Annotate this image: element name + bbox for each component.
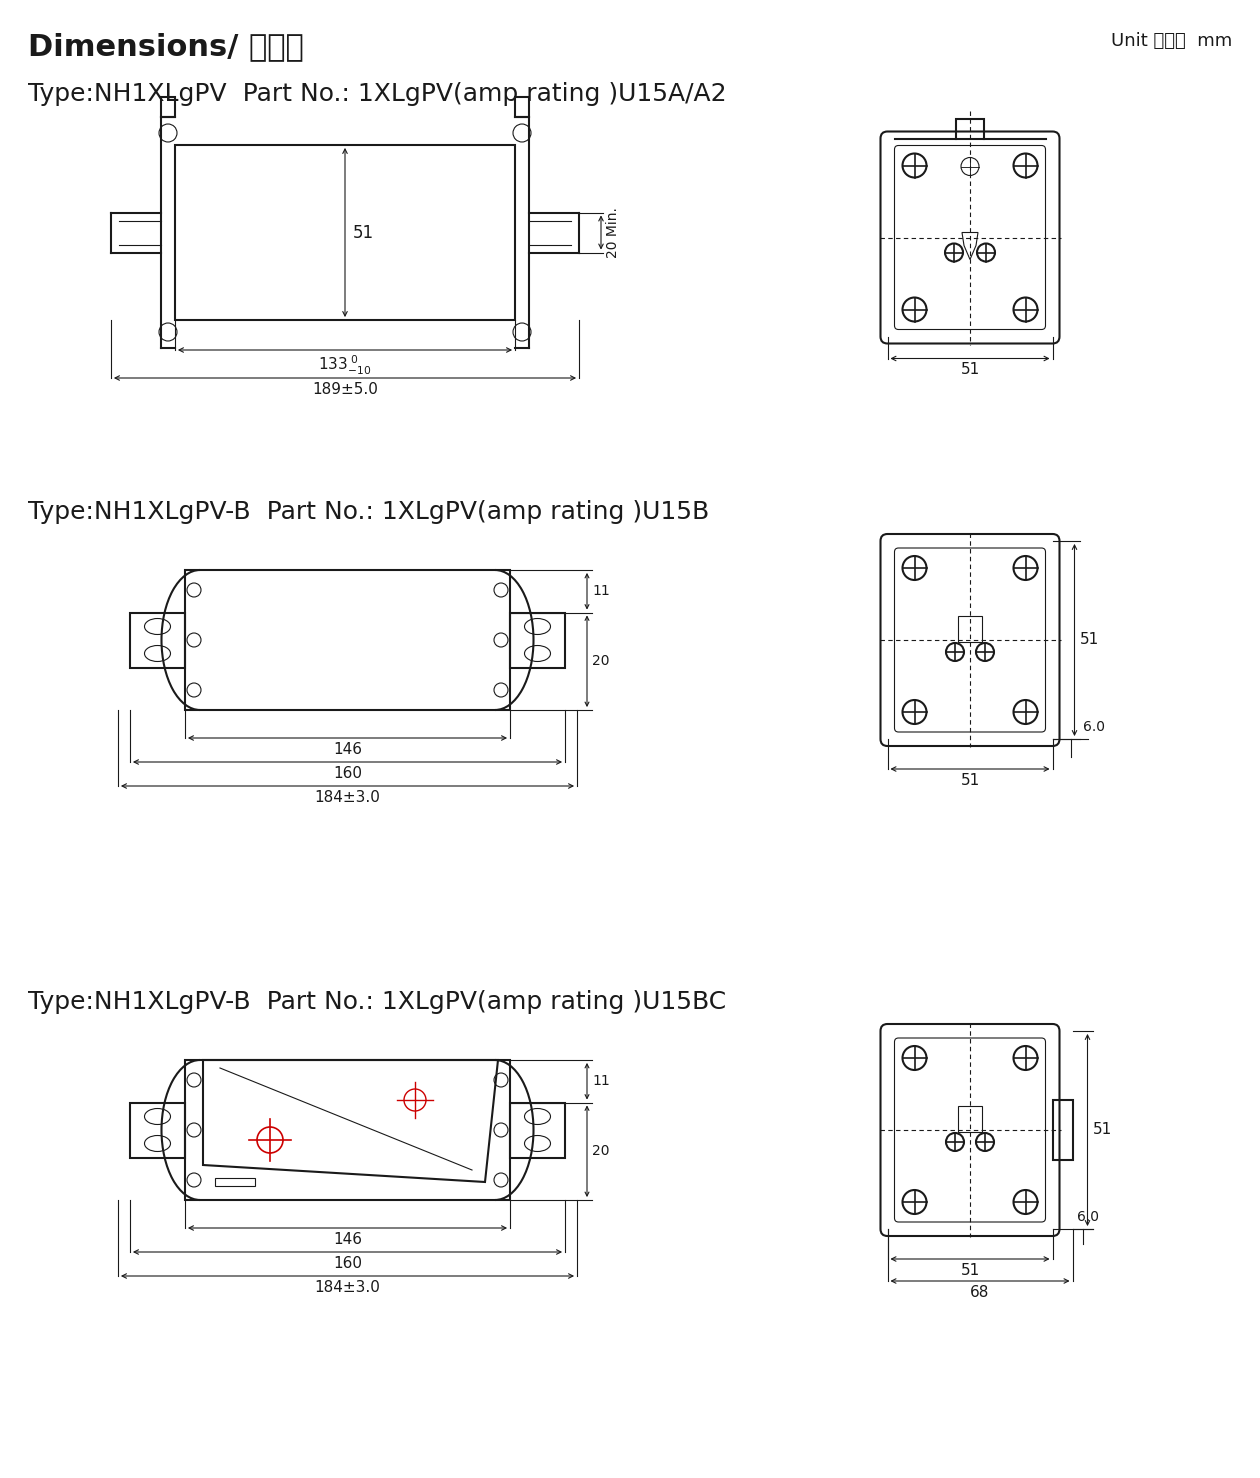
Text: 51: 51 bbox=[960, 362, 979, 377]
Text: Type:NH1XLgPV-B  Part No.: 1XLgPV(amp rating )U15BC: Type:NH1XLgPV-B Part No.: 1XLgPV(amp rat… bbox=[28, 990, 726, 1014]
Text: 68: 68 bbox=[970, 1284, 989, 1301]
Text: Type:NH1XLgPV-B  Part No.: 1XLgPV(amp rating )U15B: Type:NH1XLgPV-B Part No.: 1XLgPV(amp rat… bbox=[28, 500, 709, 525]
Bar bbox=[1052, 1100, 1072, 1160]
Bar bbox=[161, 98, 175, 117]
Bar bbox=[185, 1060, 510, 1200]
Bar bbox=[510, 1103, 564, 1157]
Text: 133$^{\ 0}_{-10}$: 133$^{\ 0}_{-10}$ bbox=[319, 355, 372, 377]
Text: 51: 51 bbox=[353, 223, 374, 241]
Bar bbox=[130, 1103, 185, 1157]
Text: 20 Min.: 20 Min. bbox=[606, 207, 620, 259]
Text: 51: 51 bbox=[960, 1264, 979, 1278]
Text: 146: 146 bbox=[333, 1233, 362, 1247]
Text: Unit 单位：  mm: Unit 单位： mm bbox=[1111, 33, 1232, 50]
Text: Type:NH1XLgPV  Part No.: 1XLgPV(amp rating )U15A/A2: Type:NH1XLgPV Part No.: 1XLgPV(amp ratin… bbox=[28, 81, 727, 106]
Text: 184±3.0: 184±3.0 bbox=[315, 791, 381, 806]
Text: 11: 11 bbox=[592, 584, 610, 599]
Text: 11: 11 bbox=[592, 1075, 610, 1088]
Bar bbox=[130, 612, 185, 668]
Bar bbox=[958, 1106, 982, 1132]
Bar bbox=[956, 118, 984, 139]
Bar bbox=[185, 571, 510, 709]
Text: 6.0: 6.0 bbox=[1077, 1210, 1100, 1224]
Text: 160: 160 bbox=[333, 1256, 362, 1271]
Bar bbox=[515, 98, 529, 117]
Text: 6.0: 6.0 bbox=[1082, 720, 1105, 735]
Text: 20: 20 bbox=[592, 1144, 610, 1159]
Text: 146: 146 bbox=[333, 742, 362, 757]
Text: 51: 51 bbox=[1092, 1122, 1111, 1138]
Bar bbox=[958, 616, 982, 641]
Text: 160: 160 bbox=[333, 766, 362, 780]
Text: 189±5.0: 189±5.0 bbox=[312, 381, 378, 398]
Text: 51: 51 bbox=[1080, 633, 1099, 647]
Text: 51: 51 bbox=[960, 773, 979, 788]
Text: 20: 20 bbox=[592, 655, 610, 668]
Bar bbox=[510, 612, 564, 668]
Text: 184±3.0: 184±3.0 bbox=[315, 1280, 381, 1295]
Text: Dimensions/ 尺寸：: Dimensions/ 尺寸： bbox=[28, 33, 304, 61]
Bar bbox=[175, 145, 515, 321]
